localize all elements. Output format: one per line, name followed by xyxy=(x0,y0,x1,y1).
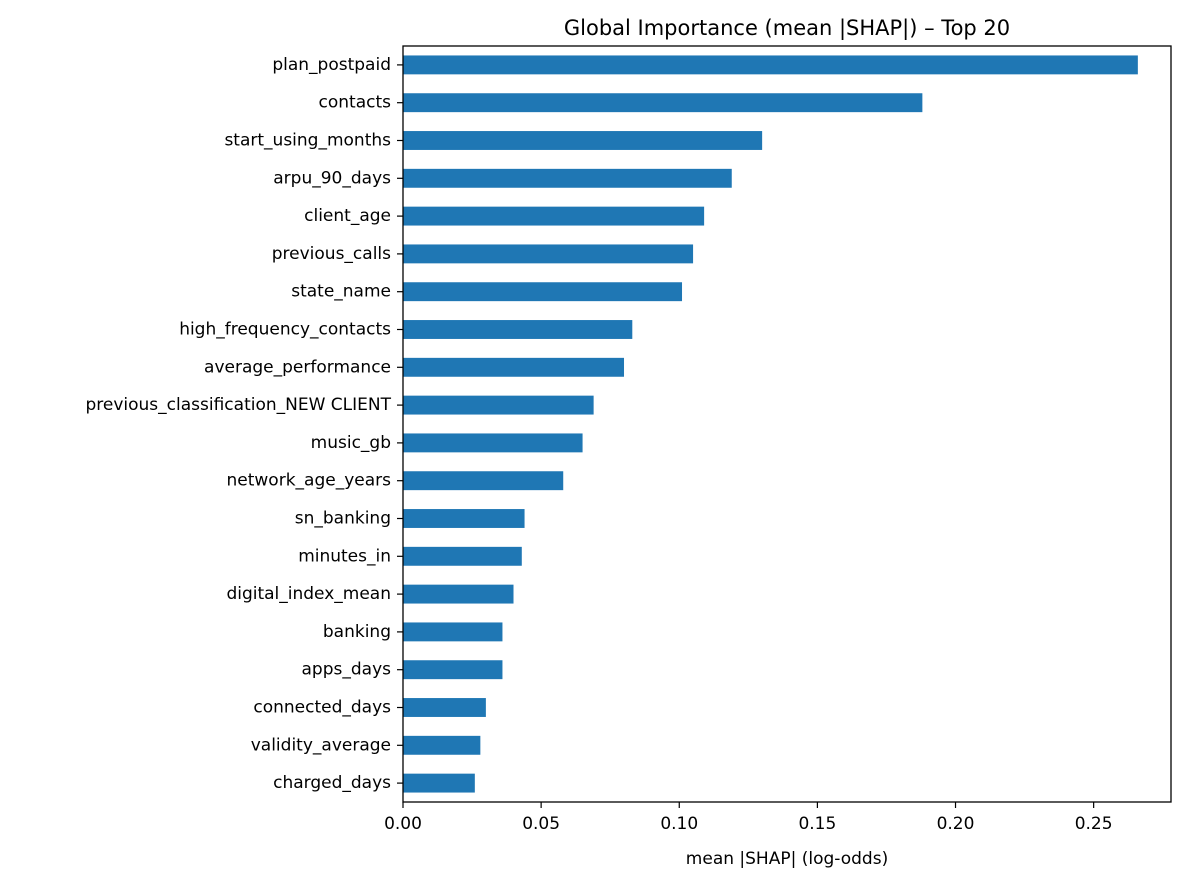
bar xyxy=(403,320,633,339)
bar xyxy=(403,584,514,604)
bar xyxy=(403,55,1138,75)
bar xyxy=(403,546,522,566)
category-label: client_age xyxy=(304,206,391,226)
category-label: sn_banking xyxy=(295,509,391,529)
plot-frame xyxy=(402,45,1172,803)
bar xyxy=(403,433,583,453)
category-label: state_name xyxy=(291,282,391,302)
bar xyxy=(403,395,594,415)
x-tick-label: 0.20 xyxy=(937,814,975,834)
x-tick-label: 0.10 xyxy=(660,814,698,834)
bar xyxy=(403,509,525,528)
category-label: high_frequency_contacts xyxy=(179,320,391,340)
category-label: validity_average xyxy=(251,735,391,755)
x-tick-label: 0.00 xyxy=(384,814,422,834)
bar xyxy=(403,773,475,793)
category-labels: plan_postpaid contacts start_using_monthsa… xyxy=(85,55,403,793)
category-label: apps_days xyxy=(302,660,392,680)
x-tick-label: 0.25 xyxy=(1075,814,1113,834)
category-label: digital_index_mean xyxy=(226,584,391,604)
bar xyxy=(403,244,694,264)
x-tick-label: 0.05 xyxy=(522,814,560,834)
bar xyxy=(403,698,486,717)
bar xyxy=(403,206,705,226)
category-label: arpu_90_days xyxy=(273,168,391,188)
x-tick-label: 0.15 xyxy=(798,814,836,834)
bar xyxy=(403,282,683,302)
x-axis-ticks: 0.00 0.05 0.10 0.15 0.20 0.25 xyxy=(384,802,1113,834)
category-label: connected_days xyxy=(253,698,391,718)
bar xyxy=(403,735,481,755)
category-label: start_using_months xyxy=(224,131,391,151)
bar xyxy=(403,131,763,150)
bar xyxy=(403,93,923,113)
category-label: network_age_years xyxy=(227,471,392,491)
category-label: minutes_in xyxy=(298,546,391,566)
bars-group xyxy=(403,55,1138,793)
category-label: contacts xyxy=(319,93,392,113)
bar xyxy=(403,168,732,188)
category-label: previous_calls xyxy=(272,244,391,264)
bar xyxy=(403,660,503,680)
category-label: plan_postpaid xyxy=(272,55,391,75)
x-axis-label: mean |SHAP| (log-odds) xyxy=(686,849,888,869)
category-label: average_performance xyxy=(204,357,391,377)
chart-title: Global Importance (mean |SHAP|) – Top 20 xyxy=(564,16,1010,41)
category-label: music_gb xyxy=(311,433,391,453)
bar xyxy=(403,357,625,377)
category-label: charged_days xyxy=(273,773,391,793)
bar xyxy=(403,471,564,491)
category-label: banking xyxy=(323,622,391,642)
category-label: previous_classification_NEW CLIENT xyxy=(85,395,391,415)
bar xyxy=(403,622,503,642)
